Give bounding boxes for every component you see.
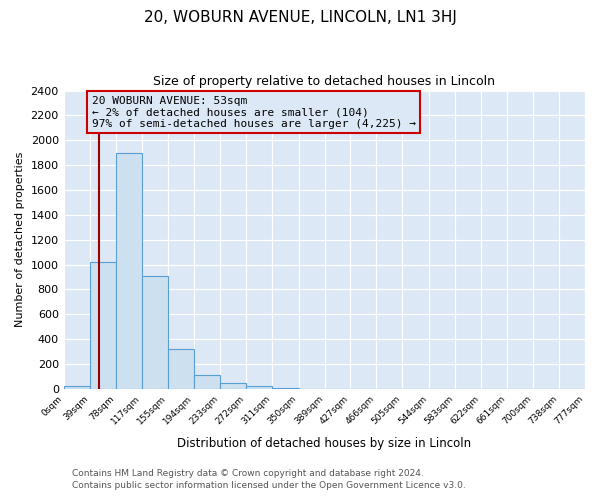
Bar xyxy=(116,152,142,389)
Text: 20 WOBURN AVENUE: 53sqm
← 2% of detached houses are smaller (104)
97% of semi-de: 20 WOBURN AVENUE: 53sqm ← 2% of detached… xyxy=(92,96,416,128)
Y-axis label: Number of detached properties: Number of detached properties xyxy=(15,152,25,328)
Bar xyxy=(142,276,167,389)
Bar xyxy=(194,376,220,389)
X-axis label: Distribution of detached houses by size in Lincoln: Distribution of detached houses by size … xyxy=(177,437,472,450)
Bar xyxy=(220,382,246,389)
Bar xyxy=(167,349,194,389)
Text: Contains HM Land Registry data © Crown copyright and database right 2024.
Contai: Contains HM Land Registry data © Crown c… xyxy=(72,468,466,490)
Bar xyxy=(90,262,116,389)
Bar xyxy=(246,386,272,389)
Bar xyxy=(64,386,90,389)
Text: 20, WOBURN AVENUE, LINCOLN, LN1 3HJ: 20, WOBURN AVENUE, LINCOLN, LN1 3HJ xyxy=(143,10,457,25)
Title: Size of property relative to detached houses in Lincoln: Size of property relative to detached ho… xyxy=(154,75,496,88)
Bar xyxy=(272,388,299,389)
